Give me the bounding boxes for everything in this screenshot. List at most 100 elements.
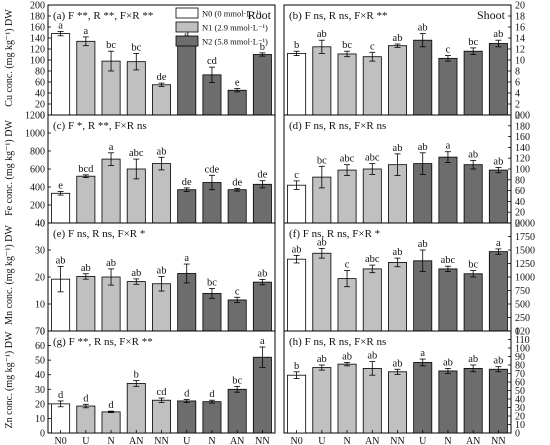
bar [287,53,307,116]
legend: N0 (0 mmol·L⁻¹) N1 (2.9 mmol·L⁻¹) N2 (5.8 … [175,7,268,47]
panel-title: Shoot [477,8,506,22]
y-tick-label: 2 [515,100,520,111]
x-tick-label: AN [466,436,480,445]
significance-letter: ab [157,265,167,276]
bar [463,50,483,116]
y-tick-label: 90 [515,352,525,363]
bar [252,356,272,434]
significance-letter: bc [207,278,217,289]
y-tick-label: 100 [515,344,530,355]
bar [362,367,382,434]
bar [463,273,483,332]
bar [177,189,197,224]
significance-letter: bc [131,42,141,53]
y-tick-label: 50 [35,356,45,367]
x-tick-label: AN [129,436,143,445]
y-tick-label: 1000 [25,129,45,140]
x-tick-label: N [107,436,114,445]
y-tick-label: 140 [30,34,45,45]
x-tick-label: NN [255,436,269,445]
significance-letter: d [209,389,215,400]
row-2-ylabel: Fe conc. (mg kg⁻¹) DW [4,120,15,216]
significance-letter: c [345,260,350,271]
significance-letter: ab [317,237,327,248]
significance-letter: bc [342,40,352,51]
y-tick-label: 0 [40,111,45,122]
significance-letter: bc [317,155,327,166]
bar [202,401,222,434]
significance-letter: ab [493,29,503,40]
significance-letter: ab [418,239,428,250]
significance-letter: abc [365,153,380,164]
bar [413,39,433,116]
y-tick-label: 6 [515,78,520,89]
y-tick-label: 250 [515,313,530,324]
bar [488,43,508,116]
y-tick-label: 120 [515,327,530,338]
x-tick-label: U [183,436,191,445]
significance-letter: e [235,78,240,89]
y-tick-label: 10 [35,300,45,311]
bar [51,192,71,224]
panel-label: (h) F ns, R ns, F×R ns [289,336,386,348]
significance-letter: b [134,370,139,381]
bar [177,40,197,116]
bar [252,281,272,332]
y-tick-label: 80 [35,67,45,78]
y-tick-label: 10 [35,414,45,425]
significance-letter: ab [468,354,478,365]
x-tick-label: N [208,436,215,445]
significance-letter: d [108,400,114,411]
y-tick-label: 40 [35,219,45,230]
y-tick-label: 20 [515,412,525,423]
y-tick-label: 500 [515,300,530,311]
y-tick-label: 110 [515,335,530,346]
significance-letter: bc [232,375,242,386]
significance-letter: de [182,177,192,188]
y-tick-label: 0 [40,327,45,338]
significance-letter: ab [393,33,403,44]
bar [101,411,121,434]
bar [337,363,357,434]
bar [388,45,407,116]
panel-label: (e) F ns, R ns, F×R * [53,228,145,240]
y-tick-label: 1500 [515,246,535,257]
significance-letter: ab [418,23,428,34]
y-tick-label: 70 [515,369,525,380]
bar [388,262,407,332]
bar [488,251,508,332]
y-tick-label: 400 [30,183,45,194]
bar [227,189,247,224]
bar [227,89,247,116]
y-tick-label: 40 [515,197,525,208]
significance-letter: a [260,336,265,347]
bar [438,268,458,332]
significance-letter: d [58,390,64,401]
bar [337,169,357,224]
significance-letter: ab [317,354,327,365]
significance-letter: de [257,170,267,181]
bar [488,368,508,434]
y-tick-label: 120 [30,45,45,56]
x-tick-label: N [444,436,451,445]
y-tick-label: 200 [30,201,45,212]
significance-letter: bcd [78,164,94,175]
x-tick-label: NN [154,436,168,445]
bar [202,293,222,332]
bar [362,168,382,224]
significance-letter: ab [493,156,503,167]
significance-letter: bc [106,40,116,51]
significance-letter: ab [292,244,302,255]
panel-label: (f) F ns, R ns, F×R * [289,228,380,240]
bar [76,405,96,434]
significance-letter: a [184,253,189,264]
significance-letter: abc [129,148,144,159]
y-tick-label: 200 [515,111,530,122]
significance-letter: c [446,45,451,56]
panel-label: (b) F ns, R ns, F×R ** [289,10,388,22]
row-3-ylabel: Mn conc. (mg kg⁻¹) DW [4,225,15,325]
significance-letter: cd [207,56,218,67]
